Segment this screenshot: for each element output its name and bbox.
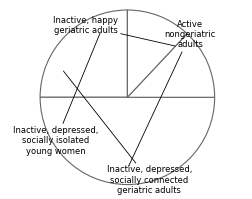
Text: Inactive, depressed,
socially isolated
young women: Inactive, depressed, socially isolated y… xyxy=(13,33,100,156)
Wedge shape xyxy=(40,10,127,97)
Text: Active
nongeriatric
adults: Active nongeriatric adults xyxy=(128,20,215,166)
Text: Inactive, depressed,
socially connected
geriatric adults: Inactive, depressed, socially connected … xyxy=(63,71,191,195)
Wedge shape xyxy=(127,10,186,97)
Wedge shape xyxy=(40,97,214,184)
Wedge shape xyxy=(127,34,214,97)
Text: Inactive, happy
geriatric adults: Inactive, happy geriatric adults xyxy=(53,16,175,46)
